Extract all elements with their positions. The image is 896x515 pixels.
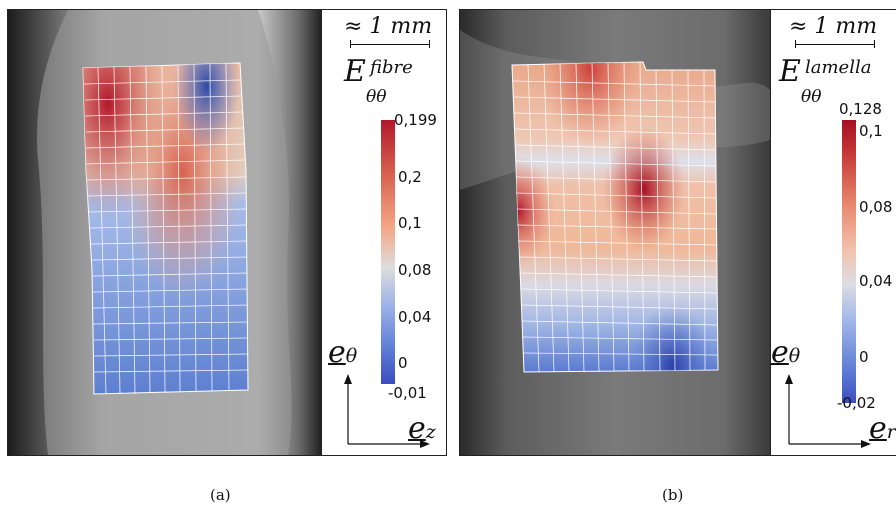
- panel-a: ≈ 1 mm E fibre θθ 0,199 0,2 0,1 0,08 0,0…: [7, 9, 447, 456]
- field-label-b: E lamella θθ: [779, 54, 872, 107]
- specimen-image-a: [8, 10, 322, 455]
- grid-mesh-a: [83, 63, 249, 395]
- colorbar-tick-a: 0,08: [398, 261, 432, 279]
- colorbar-tick-a: 0,04: [398, 308, 432, 326]
- scale-bar-label-a: ≈ 1 mm: [344, 14, 433, 39]
- caption-b: (b): [662, 486, 684, 504]
- axis-label-horizontal-b: er: [869, 411, 896, 446]
- colorbar-tick-b: 0,08: [859, 198, 893, 216]
- colorbar-b: [842, 120, 856, 403]
- strain-field-b: [511, 61, 719, 373]
- colorbar-tick-a: 0,2: [398, 168, 422, 186]
- panel-b: ≈ 1 mm E lamella θθ 0,128 0,1 0,08 0,04 …: [459, 9, 896, 456]
- coordinate-axes-a: [344, 374, 430, 448]
- colorbar-tick-a: 0: [398, 354, 408, 372]
- legend-sidebar-b: ≈ 1 mm E lamella θθ 0,128 0,1 0,08 0,04 …: [771, 10, 896, 455]
- colorbar-tick-max-b: 0,128: [839, 100, 882, 118]
- axis-label-horizontal-a: ez: [408, 411, 436, 446]
- colorbar-a: [381, 120, 395, 384]
- colorbar-tick-b: 0: [859, 348, 869, 366]
- scale-bar-label-b: ≈ 1 mm: [789, 14, 878, 39]
- grid-mesh-b: [512, 61, 719, 373]
- colorbar-tick-min-a: -0,01: [388, 384, 427, 402]
- strain-field-a: [82, 62, 249, 395]
- specimen-image-b: [460, 10, 771, 455]
- coordinate-axes-b: [785, 374, 871, 448]
- axis-label-vertical-b: eθ: [771, 335, 801, 370]
- colorbar-tick-b: 0,1: [859, 122, 883, 140]
- field-label-a: E fibre θθ: [344, 54, 413, 107]
- colorbar-tick-b: 0,04: [859, 272, 893, 290]
- axis-label-vertical-a: eθ: [328, 335, 358, 370]
- colorbar-tick-min-b: -0,02: [837, 394, 876, 412]
- scale-bar-b: [795, 40, 875, 48]
- caption-a: (a): [210, 486, 231, 504]
- scale-bar-a: [350, 40, 430, 48]
- colorbar-tick-a: 0,1: [398, 214, 422, 232]
- legend-sidebar-a: ≈ 1 mm E fibre θθ 0,199 0,2 0,1 0,08 0,0…: [322, 10, 446, 455]
- colorbar-tick-max-a: 0,199: [394, 111, 437, 129]
